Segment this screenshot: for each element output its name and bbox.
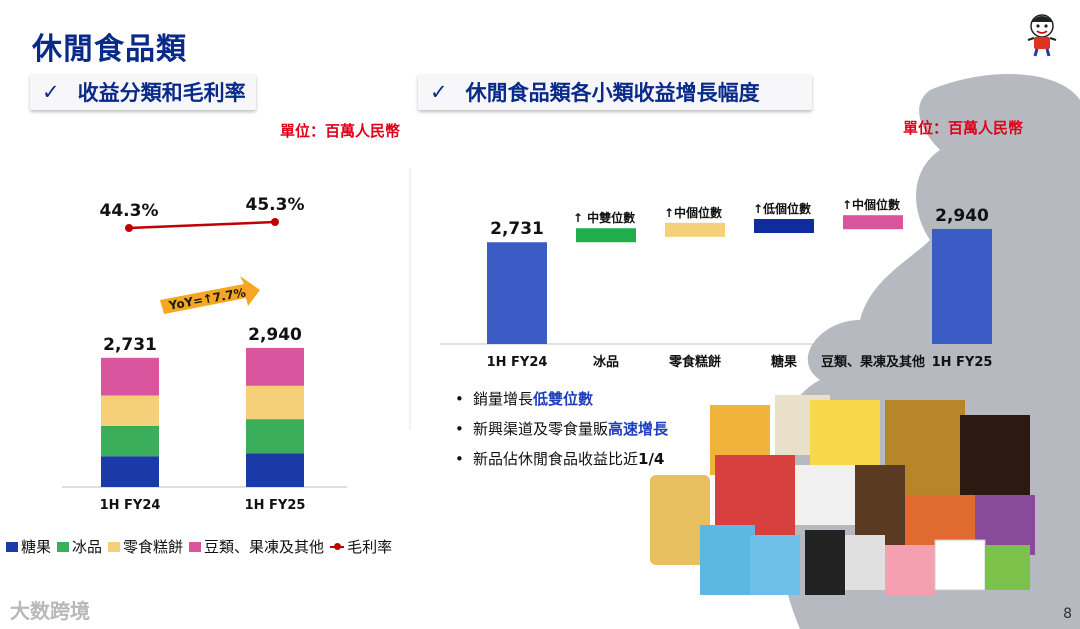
bullet-item: • 銷量增長低雙位數 bbox=[455, 390, 594, 408]
waterfall-annotation: ↑ 中雙位數 bbox=[573, 210, 635, 225]
check-icon: ✓ bbox=[430, 80, 448, 104]
section-header-growth: ✓ 休閒食品類各小類收益增長幅度 bbox=[418, 74, 812, 110]
section-left-title: 收益分類和毛利率 bbox=[77, 81, 246, 105]
waterfall-increment-bar bbox=[576, 228, 636, 243]
stacked-bar-segment bbox=[246, 419, 304, 454]
bar-total-label: 2,731 bbox=[103, 335, 157, 355]
stacked-bar-segment bbox=[101, 357, 159, 396]
bar-total-label: 2,940 bbox=[248, 325, 302, 345]
legend-item: 零食糕餅 bbox=[108, 536, 183, 557]
stacked-bar-segment bbox=[101, 425, 159, 457]
waterfall-x-tick-label: 豆類、果凍及其他 bbox=[821, 354, 925, 370]
yoy-arrow-shape bbox=[160, 276, 260, 314]
bullet-item: • 新興渠道及零食量販高速增長 bbox=[455, 420, 669, 438]
waterfall-x-tick-label: 1H FY24 bbox=[487, 355, 548, 370]
x-tick-label: 1H FY25 bbox=[245, 498, 306, 513]
mascot-logo-icon bbox=[1027, 14, 1057, 57]
unit-label-right: 單位：百萬人民幣 bbox=[903, 119, 1024, 137]
legend-item: 冰品 bbox=[57, 536, 102, 557]
chart-legend: 糖果 冰品 零食糕餅 豆類、果凍及其他 毛利率 bbox=[6, 536, 398, 557]
waterfall-x-tick-label: 糖果 bbox=[771, 354, 797, 370]
section-header-revenue-margin: ✓ 收益分類和毛利率 bbox=[30, 74, 256, 110]
stacked-bar-segment bbox=[246, 453, 304, 487]
legend-item: 豆類、果凍及其他 bbox=[189, 536, 324, 557]
product-collage-image bbox=[650, 395, 1035, 595]
waterfall-increment-bar bbox=[665, 222, 725, 237]
margin-point bbox=[271, 218, 279, 226]
waterfall-x-tick-label: 零食糕餅 bbox=[668, 354, 721, 370]
unit-label-left: 單位：百萬人民幣 bbox=[280, 122, 401, 140]
page-number: 8 bbox=[1063, 606, 1072, 622]
x-tick-label: 1H FY24 bbox=[100, 498, 161, 513]
waterfall-annotation: ↑中個位數 bbox=[842, 197, 900, 212]
section-right-title: 休閒食品類各小類收益增長幅度 bbox=[465, 81, 760, 105]
waterfall-start-bar bbox=[487, 242, 547, 344]
yoy-label: YoY=↑7.7% bbox=[167, 285, 247, 312]
waterfall-annotation: ↑中個位數 bbox=[664, 205, 722, 220]
stacked-bar-segment bbox=[246, 385, 304, 420]
margin-line bbox=[128, 220, 276, 230]
margin-point bbox=[125, 224, 133, 232]
stacked-bar-segment bbox=[101, 456, 159, 487]
check-icon: ✓ bbox=[42, 80, 60, 104]
waterfall-increment-bar bbox=[754, 219, 814, 234]
bullet-list: • 銷量增長低雙位數 • 新興渠道及零食量販高速增長 • 新品佔休閒食品收益比近1/4 bbox=[455, 386, 668, 476]
bullet-item: • 新品佔休閒食品收益比近1/4 bbox=[455, 450, 665, 468]
stacked-bar-segment bbox=[101, 395, 159, 426]
waterfall-increment-bar bbox=[843, 215, 903, 230]
margin-label: 44.3% bbox=[100, 201, 159, 221]
stacked-bar-segment bbox=[246, 347, 304, 386]
legend-item: 毛利率 bbox=[330, 536, 392, 557]
waterfall-x-tick-label: 1H FY25 bbox=[932, 355, 993, 370]
waterfall-annotation: ↑低個位數 bbox=[753, 201, 811, 216]
page-title: 休閒食品類 bbox=[32, 32, 187, 67]
margin-label: 45.3% bbox=[246, 195, 305, 215]
waterfall-end-label: 2,940 bbox=[935, 206, 989, 226]
watermark: 大数跨境 bbox=[10, 599, 90, 623]
legend-item: 糖果 bbox=[6, 536, 51, 557]
waterfall-x-tick-label: 冰品 bbox=[593, 354, 619, 370]
waterfall-end-bar bbox=[932, 228, 992, 344]
waterfall-start-label: 2,731 bbox=[490, 219, 544, 239]
